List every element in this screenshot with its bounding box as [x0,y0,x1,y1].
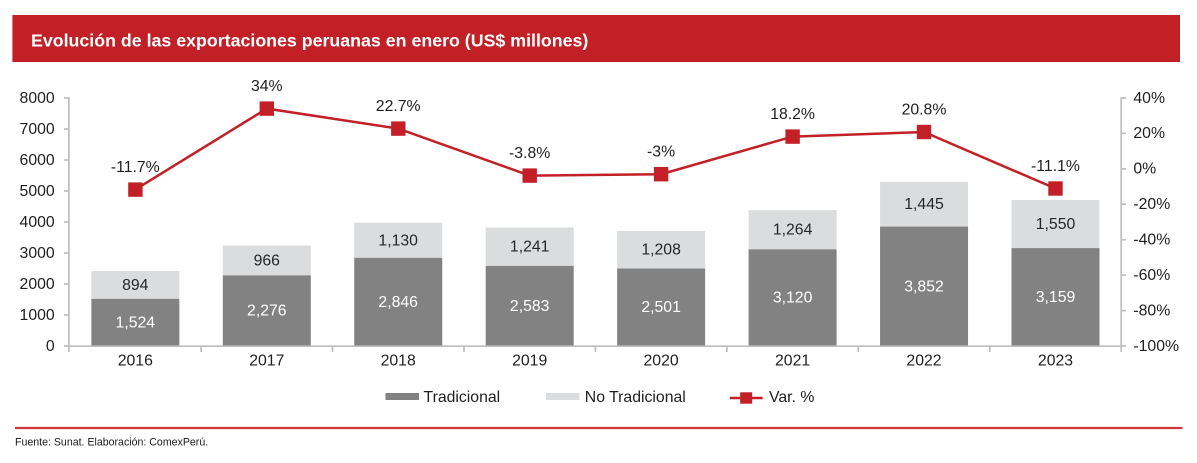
svg-text:966: 966 [254,253,281,270]
svg-text:2,583: 2,583 [510,298,550,315]
svg-text:1000: 1000 [20,307,55,324]
svg-text:2019: 2019 [512,353,547,370]
svg-text:-60%: -60% [1133,267,1170,284]
svg-text:-100%: -100% [1133,338,1179,355]
svg-text:2022: 2022 [906,353,941,370]
svg-text:-3%: -3% [647,144,675,161]
svg-text:2,846: 2,846 [378,294,418,311]
svg-text:2,276: 2,276 [247,303,287,320]
svg-text:20%: 20% [1133,125,1165,142]
svg-text:Var. %: Var. % [769,389,814,406]
svg-text:20.8%: 20.8% [902,102,947,119]
svg-text:1,550: 1,550 [1036,216,1076,233]
svg-text:34%: 34% [251,78,283,95]
svg-text:7000: 7000 [20,121,55,138]
svg-text:40%: 40% [1133,90,1165,107]
svg-text:3,120: 3,120 [773,290,813,307]
svg-text:-40%: -40% [1133,232,1170,249]
svg-text:2017: 2017 [249,353,284,370]
svg-text:-11.1%: -11.1% [1031,158,1080,175]
svg-text:6000: 6000 [20,152,55,169]
svg-text:0: 0 [46,338,55,355]
svg-text:22.7%: 22.7% [376,98,421,115]
svg-text:18.2%: 18.2% [770,106,815,123]
svg-text:-80%: -80% [1133,302,1170,319]
svg-text:2018: 2018 [381,353,416,370]
svg-text:3,159: 3,159 [1036,289,1076,306]
svg-text:1,130: 1,130 [378,232,418,249]
svg-text:-20%: -20% [1133,196,1170,213]
svg-text:2021: 2021 [775,353,810,370]
svg-text:3,852: 3,852 [904,278,944,295]
svg-text:2000: 2000 [20,276,55,293]
svg-text:1,241: 1,241 [510,239,550,256]
svg-text:894: 894 [122,277,149,294]
svg-text:2,501: 2,501 [641,299,681,316]
svg-text:0%: 0% [1133,161,1156,178]
svg-text:No Tradicional: No Tradicional [585,389,686,406]
svg-text:2016: 2016 [118,353,153,370]
svg-text:-3.8%: -3.8% [509,145,550,162]
svg-text:1,445: 1,445 [904,196,944,213]
svg-text:Fuente: Sunat. Elaboración: Co: Fuente: Sunat. Elaboración: ComexPerú. [15,436,208,448]
svg-text:1,264: 1,264 [773,222,813,239]
svg-text:4000: 4000 [20,214,55,231]
svg-text:3000: 3000 [20,245,55,262]
svg-text:1,208: 1,208 [641,242,681,259]
svg-text:Evolución de las exportaciones: Evolución de las exportaciones peruanas … [31,31,588,51]
svg-text:-11.7%: -11.7% [111,159,160,176]
svg-text:2023: 2023 [1038,353,1073,370]
svg-text:8000: 8000 [20,90,55,107]
svg-text:2020: 2020 [644,353,679,370]
svg-text:Tradicional: Tradicional [424,389,501,406]
svg-text:5000: 5000 [20,183,55,200]
svg-text:1,524: 1,524 [116,314,156,331]
